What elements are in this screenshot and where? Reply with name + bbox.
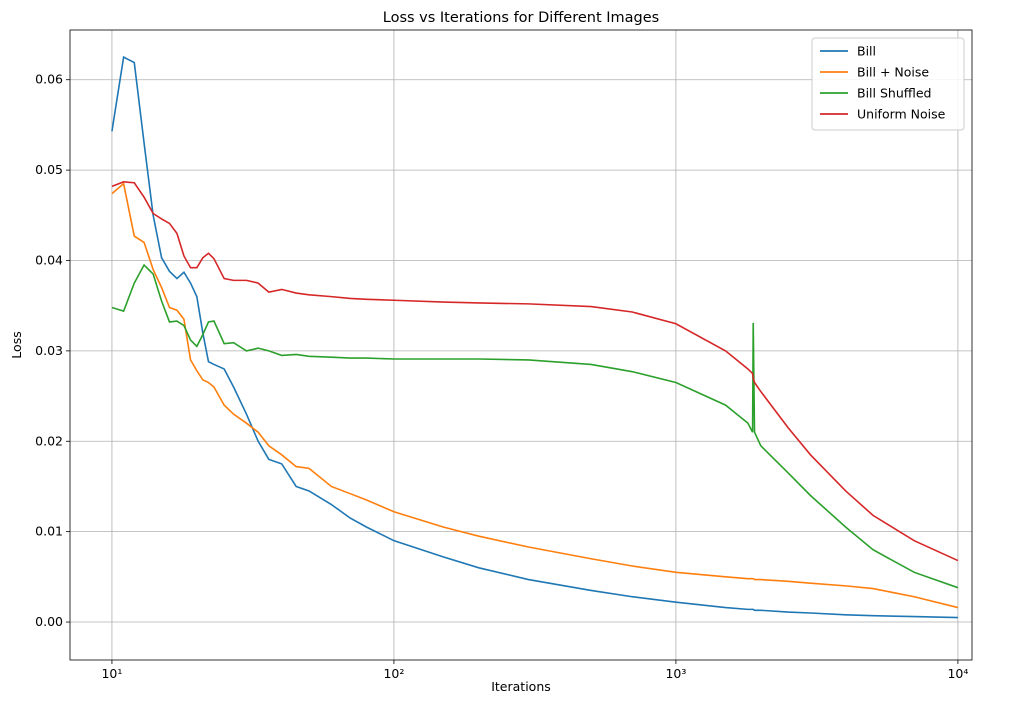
y-tick-label: 0.01 bbox=[35, 524, 63, 539]
y-tick-label: 0.06 bbox=[35, 72, 63, 87]
y-tick-label: 0.05 bbox=[35, 162, 63, 177]
legend-label: Uniform Noise bbox=[857, 107, 946, 122]
data-line bbox=[111, 181, 959, 562]
x-tick-label: 10⁴ bbox=[947, 666, 968, 681]
legend-label: Bill + Noise bbox=[857, 65, 929, 80]
x-axis-label: Iterations bbox=[491, 679, 551, 694]
data-line bbox=[111, 182, 959, 609]
y-tick-label: 0.04 bbox=[35, 252, 63, 267]
y-tick-label: 0.02 bbox=[35, 433, 63, 448]
plot-frame bbox=[69, 29, 973, 661]
x-tick-label: 10³ bbox=[665, 666, 686, 681]
x-tick-label: 10¹ bbox=[101, 666, 122, 681]
y-axis-label: Loss bbox=[9, 331, 24, 358]
legend-box bbox=[811, 37, 965, 131]
data-line bbox=[111, 55, 958, 619]
y-tick-label: 0.00 bbox=[35, 614, 63, 629]
x-tick-label: 10² bbox=[383, 666, 404, 681]
y-tick-label: 0.03 bbox=[35, 343, 63, 358]
chart-title: Loss vs Iterations for Different Images bbox=[383, 10, 660, 26]
legend-label: Bill Shuffled bbox=[857, 86, 931, 101]
legend-label: Bill bbox=[857, 44, 876, 59]
data-line bbox=[111, 263, 959, 589]
